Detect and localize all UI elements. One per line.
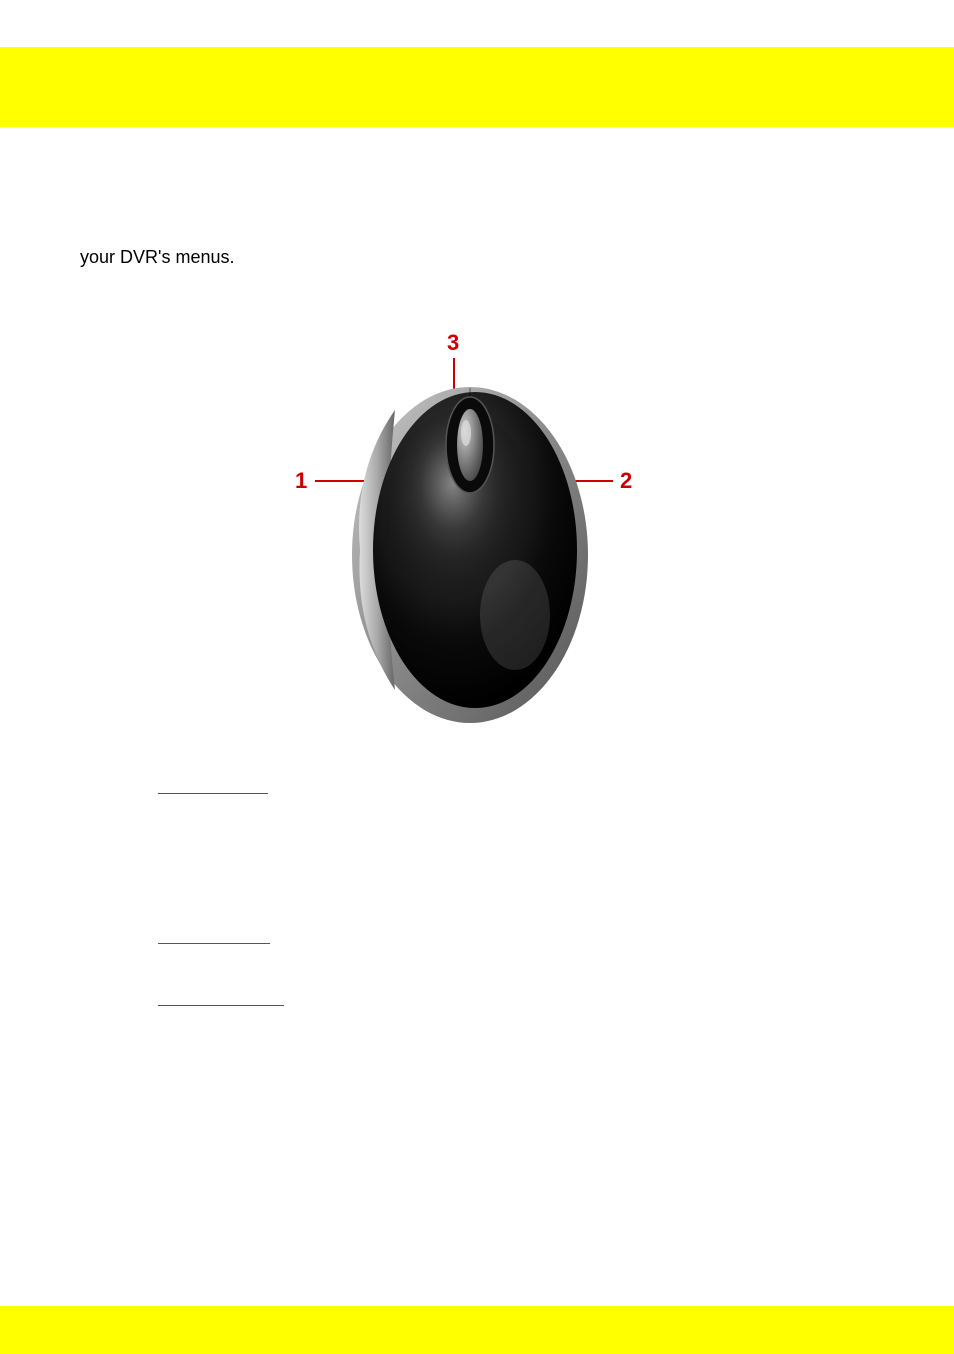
- header-bar: [0, 47, 954, 127]
- mouse-label-3: 3: [447, 330, 459, 356]
- mouse-icon: [335, 370, 605, 730]
- footer-bar: [0, 1306, 954, 1354]
- underline-3: [158, 1005, 284, 1006]
- mouse-diagram: 3 1 2: [285, 330, 655, 720]
- underline-2: [158, 943, 270, 944]
- body-text: your DVR's menus.: [80, 247, 235, 268]
- underline-1: [158, 793, 268, 794]
- mouse-label-1: 1: [295, 468, 307, 494]
- mouse-label-2: 2: [620, 468, 632, 494]
